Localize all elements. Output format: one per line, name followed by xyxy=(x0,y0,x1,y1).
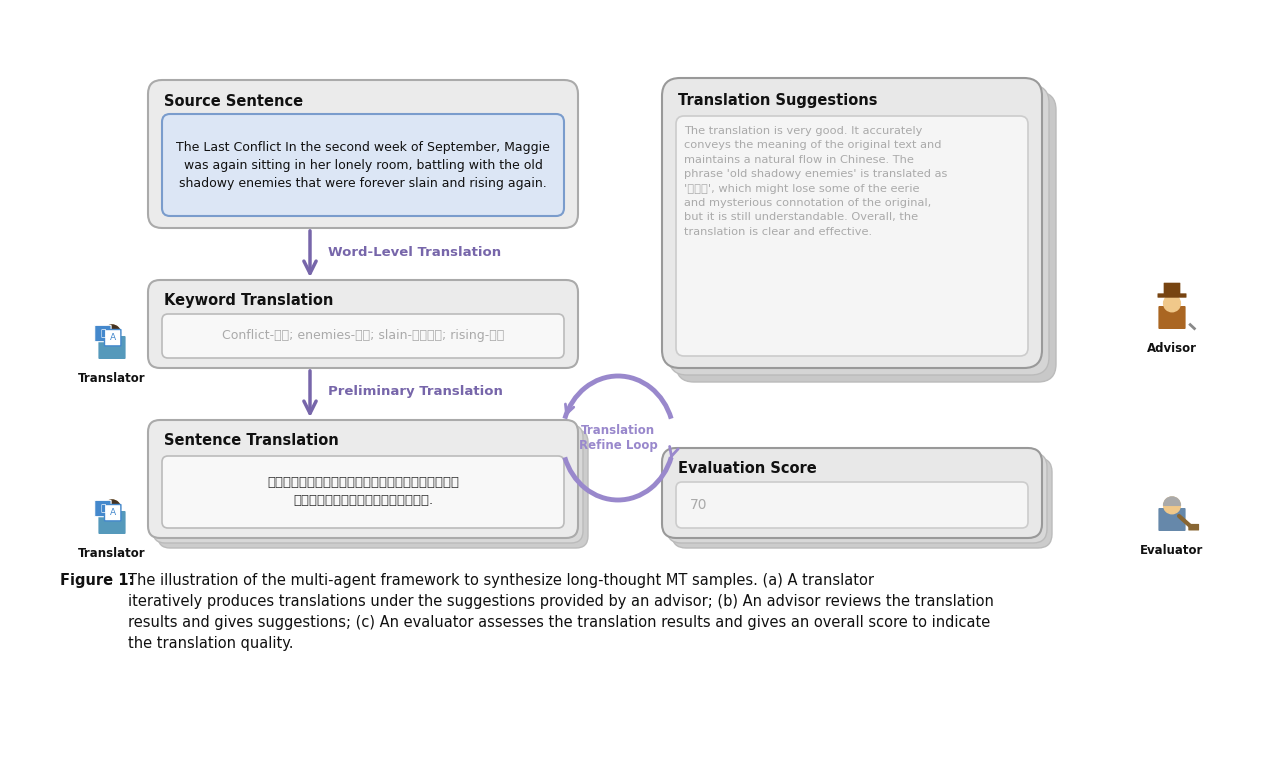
FancyBboxPatch shape xyxy=(162,314,565,358)
Circle shape xyxy=(1164,497,1181,514)
Text: Keyword Translation: Keyword Translation xyxy=(165,293,333,308)
FancyBboxPatch shape xyxy=(158,430,588,548)
Text: Translator: Translator xyxy=(78,372,145,385)
Text: Translator: Translator xyxy=(78,547,145,560)
FancyBboxPatch shape xyxy=(148,280,577,368)
FancyBboxPatch shape xyxy=(95,325,111,342)
Text: 文: 文 xyxy=(100,504,105,513)
Text: 在九月的第二周，玛吉再次坐在她孤独的房间里，与那
些永远被杀死又再次复活的老敌人斗争.: 在九月的第二周，玛吉再次坐在她孤独的房间里，与那 些永远被杀死又再次复活的老敌人… xyxy=(267,477,459,508)
Text: 70: 70 xyxy=(691,498,707,512)
FancyBboxPatch shape xyxy=(667,453,1047,543)
FancyBboxPatch shape xyxy=(662,78,1042,368)
Circle shape xyxy=(1164,295,1181,312)
Text: Translation Suggestions: Translation Suggestions xyxy=(678,93,877,108)
Text: Evaluator: Evaluator xyxy=(1141,544,1204,557)
Text: Word-Level Translation: Word-Level Translation xyxy=(328,246,502,258)
Text: Source Sentence: Source Sentence xyxy=(165,94,303,109)
FancyBboxPatch shape xyxy=(1159,306,1186,329)
FancyBboxPatch shape xyxy=(676,116,1028,356)
FancyBboxPatch shape xyxy=(148,80,577,228)
FancyBboxPatch shape xyxy=(153,425,583,543)
Text: Preliminary Translation: Preliminary Translation xyxy=(328,386,503,399)
FancyBboxPatch shape xyxy=(104,330,121,346)
FancyBboxPatch shape xyxy=(104,505,121,521)
Circle shape xyxy=(104,325,121,342)
Text: A: A xyxy=(109,508,116,517)
FancyBboxPatch shape xyxy=(95,500,111,517)
FancyBboxPatch shape xyxy=(1164,283,1181,294)
FancyBboxPatch shape xyxy=(162,114,565,216)
Text: Advisor: Advisor xyxy=(1147,342,1197,355)
FancyBboxPatch shape xyxy=(676,92,1056,382)
FancyBboxPatch shape xyxy=(1157,293,1187,298)
Circle shape xyxy=(104,500,121,517)
Text: Figure 1:: Figure 1: xyxy=(60,573,139,588)
Text: Conflict-冲突; enemies-敌人; slain-被杀死的; rising-复活: Conflict-冲突; enemies-敌人; slain-被杀死的; ris… xyxy=(222,330,504,343)
Wedge shape xyxy=(104,500,121,509)
FancyBboxPatch shape xyxy=(99,336,126,359)
Text: The illustration of the multi-agent framework to synthesize long-thought MT samp: The illustration of the multi-agent fram… xyxy=(129,573,994,651)
Text: Sentence Translation: Sentence Translation xyxy=(165,433,338,448)
Text: Translation
Refine Loop: Translation Refine Loop xyxy=(579,424,657,452)
Wedge shape xyxy=(1164,497,1181,506)
Text: The translation is very good. It accurately
conveys the meaning of the original : The translation is very good. It accurat… xyxy=(684,126,948,236)
FancyBboxPatch shape xyxy=(673,458,1052,548)
Text: Evaluation Score: Evaluation Score xyxy=(678,461,817,476)
Text: 文: 文 xyxy=(100,329,105,338)
FancyBboxPatch shape xyxy=(99,511,126,534)
FancyBboxPatch shape xyxy=(148,420,577,538)
FancyBboxPatch shape xyxy=(669,85,1049,375)
Text: The Last Conflict In the second week of September, Maggie
was again sitting in h: The Last Conflict In the second week of … xyxy=(176,140,550,190)
FancyBboxPatch shape xyxy=(162,456,565,528)
Wedge shape xyxy=(104,325,121,334)
FancyBboxPatch shape xyxy=(662,448,1042,538)
FancyBboxPatch shape xyxy=(676,482,1028,528)
Text: A: A xyxy=(109,334,116,342)
FancyBboxPatch shape xyxy=(1159,508,1186,531)
FancyBboxPatch shape xyxy=(1188,524,1199,531)
